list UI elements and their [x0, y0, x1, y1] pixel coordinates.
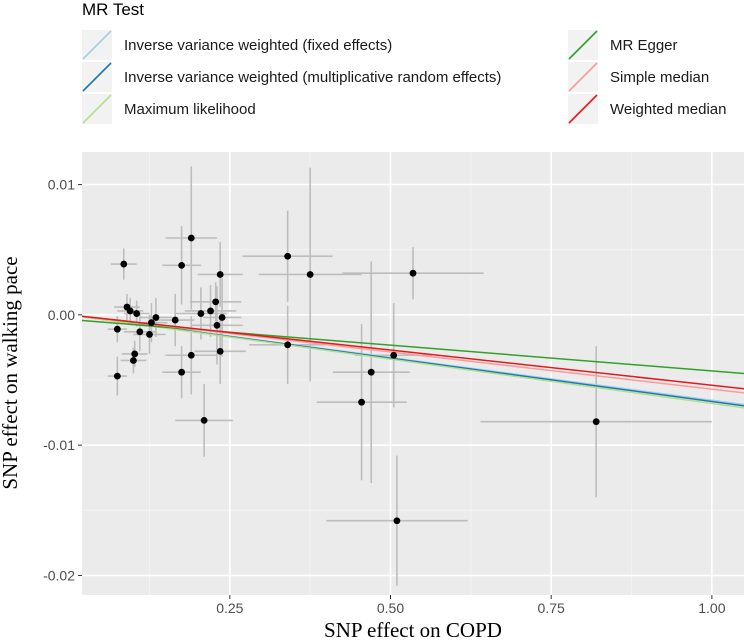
legend-key-line [82, 62, 112, 92]
grid-major [82, 152, 744, 595]
data-point [393, 517, 401, 525]
data-point [284, 252, 292, 260]
legend-key-line [82, 30, 112, 60]
fit-line [81, 315, 744, 409]
data-point [213, 321, 221, 329]
data-point [146, 331, 153, 338]
data-point [216, 271, 224, 278]
y-tick-label: -0.01 [43, 437, 75, 453]
legend-entry: Maximum likelihood [82, 94, 256, 124]
legend-label: Simple median [610, 69, 709, 86]
legend: MR Test Inverse variance weighted (fixed… [82, 0, 726, 124]
y-tick-label: 0.00 [48, 307, 75, 323]
x-tick-label: 0.25 [216, 600, 243, 616]
data-point [306, 271, 314, 278]
data-point [212, 298, 220, 306]
legend-key-line [568, 30, 598, 60]
legend-entry: Inverse variance weighted (fixed effects… [82, 30, 392, 60]
legend-entry: Weighted median [568, 94, 726, 124]
data-point [216, 347, 224, 355]
x-tick-label: 0.75 [538, 600, 565, 616]
data-points [113, 234, 600, 525]
y-tick-label: -0.02 [43, 567, 75, 583]
data-point [130, 357, 137, 364]
legend-label: Inverse variance weighted (multiplicativ… [124, 69, 501, 86]
data-point [133, 310, 141, 317]
data-point [592, 418, 600, 426]
legend-title: MR Test [82, 0, 144, 19]
legend-key-line [568, 62, 598, 92]
legend-entry: Inverse variance weighted (multiplicativ… [82, 62, 501, 92]
data-point [148, 319, 155, 327]
data-point [113, 372, 121, 380]
data-point [358, 398, 365, 406]
fit-lines [81, 315, 744, 409]
y-tick-label: 0.01 [48, 177, 75, 193]
data-point [409, 269, 417, 277]
data-point [126, 307, 134, 315]
legend-label: Maximum likelihood [124, 101, 256, 118]
data-point [187, 234, 195, 242]
data-point [367, 368, 375, 376]
data-point [152, 314, 160, 321]
data-point [136, 328, 144, 336]
x-axis-title: SNP effect on COPD [324, 618, 502, 641]
data-point [178, 261, 186, 269]
legend-entry: MR Egger [568, 30, 678, 60]
data-point [390, 351, 398, 359]
x-tick-label: 1.00 [698, 600, 725, 616]
legend-label: MR Egger [610, 37, 678, 54]
data-point [284, 341, 292, 349]
data-point [207, 307, 214, 315]
legend-entry: Simple median [568, 62, 709, 92]
legend-label: Weighted median [610, 101, 726, 118]
legend-key-line [568, 94, 598, 124]
legend-label: Inverse variance weighted (fixed effects… [124, 37, 392, 54]
data-point [113, 325, 121, 333]
x-tick-label: 0.50 [377, 600, 404, 616]
y-axis-title: SNP effect on walking pace [0, 256, 22, 489]
data-point [218, 314, 226, 321]
data-point [171, 316, 179, 324]
fit-line [81, 315, 744, 390]
data-point [120, 260, 128, 268]
y-axis: 0.01 0.00 -0.01 -0.02 [43, 177, 82, 583]
x-axis: 0.25 0.50 0.75 1.00 [216, 595, 726, 616]
data-point [178, 368, 186, 376]
legend-key-line [82, 94, 112, 124]
data-point [200, 417, 208, 424]
data-point [131, 350, 139, 358]
data-point [197, 310, 205, 317]
data-point [187, 351, 195, 359]
